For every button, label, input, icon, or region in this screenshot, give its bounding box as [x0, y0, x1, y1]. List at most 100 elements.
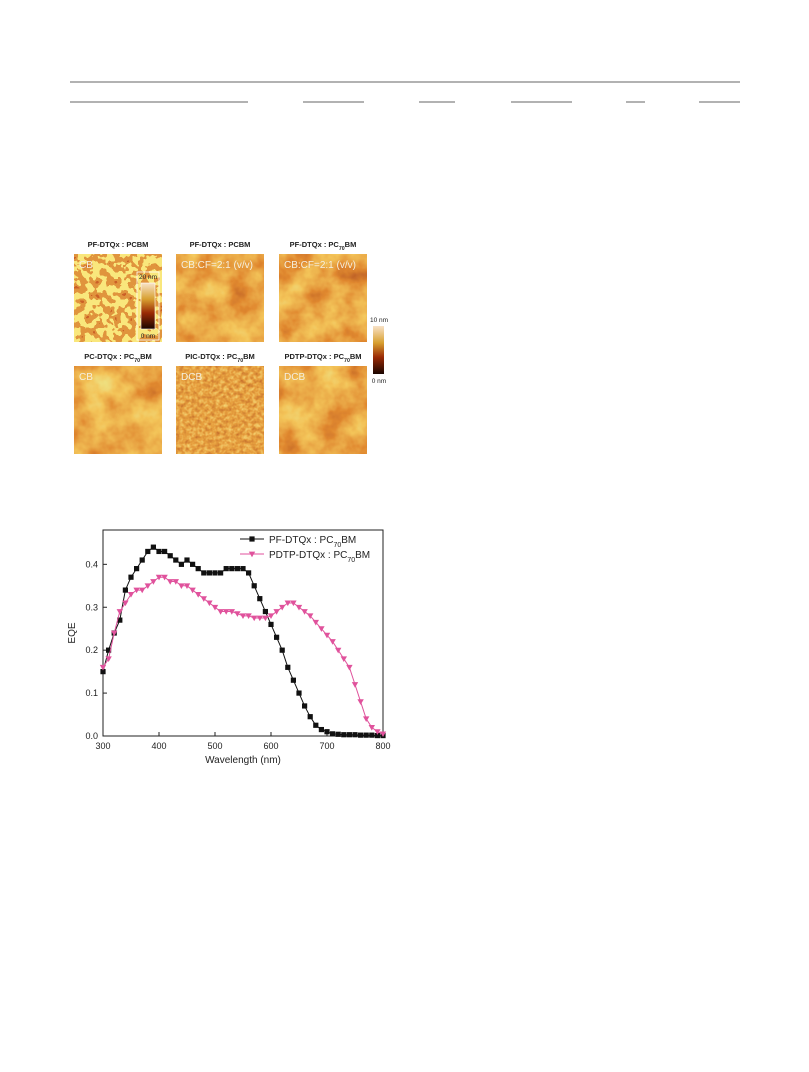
marker	[295, 604, 303, 611]
marker	[284, 600, 291, 607]
marker	[363, 716, 370, 723]
marker	[195, 591, 202, 598]
inset-colorbar	[140, 282, 156, 330]
x-tick-label: 600	[263, 741, 278, 751]
side-scale-bottom: 0 nm	[372, 378, 386, 385]
inset-bg	[136, 271, 160, 341]
marker	[211, 604, 219, 611]
marker	[335, 731, 341, 737]
marker	[167, 553, 173, 559]
marker	[358, 732, 364, 738]
series-line	[102, 546, 383, 737]
marker	[262, 608, 268, 615]
marker	[100, 669, 106, 675]
marker	[357, 699, 364, 705]
marker	[251, 615, 258, 622]
marker	[217, 609, 224, 615]
marker	[346, 732, 352, 738]
marker	[139, 557, 145, 563]
marker	[257, 596, 263, 602]
y-tick-label: 0.4	[85, 559, 98, 569]
marker	[239, 613, 247, 620]
marker	[312, 619, 319, 626]
panel-label: DCB	[284, 372, 305, 383]
panel-title: PIC-DTQx : PC70BM	[185, 352, 255, 364]
marker	[301, 609, 308, 615]
afm-figure: PF-DTQx : PCBM CB PF-DTQx : PCBM CB:CF=2:1 …	[74, 240, 388, 454]
x-axis-label: Wavelength (nm)	[205, 755, 281, 766]
panel-title: PF-DTQx : PCBM	[88, 240, 149, 249]
marker	[307, 714, 313, 720]
marker	[374, 729, 381, 735]
marker	[267, 613, 275, 620]
y-tick-label: 0.1	[85, 688, 98, 698]
plot-frame	[102, 529, 384, 737]
marker	[229, 566, 235, 572]
marker	[329, 639, 336, 645]
marker	[105, 656, 112, 662]
x-tick-label: 400	[151, 741, 166, 751]
marker	[201, 570, 207, 576]
marker	[161, 574, 168, 581]
table-rules	[70, 81, 740, 103]
panel-title: PF-DTQx : PCBM	[190, 240, 251, 249]
panel-label: CB	[79, 372, 93, 383]
inset-scale-top: 20 nm	[139, 274, 157, 281]
y-axis-label: EQE	[67, 622, 78, 643]
side-scale-top: 10 nm	[370, 317, 388, 324]
marker	[223, 566, 229, 572]
marker	[341, 732, 347, 738]
marker	[273, 609, 280, 615]
marker	[335, 647, 342, 654]
panel-label: CB:CF=2:1 (v/v)	[181, 260, 253, 271]
marker	[150, 579, 157, 585]
series-line	[102, 576, 384, 735]
panel-title: PC-DTQx : PC70BM	[84, 352, 152, 364]
marker	[122, 600, 129, 607]
marker	[323, 632, 331, 639]
marker	[212, 570, 218, 576]
afm-image	[74, 366, 162, 454]
marker	[162, 548, 168, 555]
marker	[262, 615, 269, 622]
afm-image	[176, 366, 264, 454]
marker	[155, 574, 163, 581]
marker	[144, 583, 151, 589]
side-colorbar	[373, 326, 384, 374]
marker	[150, 544, 156, 550]
marker	[139, 587, 146, 594]
marker	[307, 613, 314, 620]
marker	[368, 725, 375, 731]
marker	[374, 732, 380, 739]
eqe-chart: 300 400 500 600 700 800 0.0 0.1 0.2 0.3 0.4 Wavelen…	[67, 529, 391, 766]
legend-label: PF-DTQx : PC70BM	[269, 535, 356, 549]
marker	[167, 579, 174, 585]
marker	[122, 587, 128, 593]
marker	[279, 604, 286, 611]
marker	[240, 566, 246, 572]
y-tick-label: 0.0	[85, 731, 98, 741]
marker	[206, 600, 213, 607]
marker	[249, 536, 255, 542]
marker	[352, 732, 358, 738]
marker	[223, 609, 230, 615]
marker	[296, 690, 302, 696]
marker	[318, 626, 325, 632]
afm-image	[279, 366, 367, 454]
marker	[145, 548, 151, 555]
marker	[290, 677, 296, 683]
marker	[346, 664, 353, 671]
marker	[251, 583, 257, 589]
x-tick-label: 800	[375, 741, 390, 751]
marker	[234, 611, 241, 617]
x-tick-label: 300	[95, 741, 110, 751]
marker	[173, 557, 179, 563]
marker	[245, 613, 252, 620]
marker	[128, 574, 134, 580]
y-tick-label: 0.3	[85, 602, 98, 612]
marker	[285, 664, 291, 670]
marker	[178, 561, 184, 567]
marker	[302, 703, 308, 709]
marker	[248, 551, 256, 558]
marker	[318, 726, 324, 733]
